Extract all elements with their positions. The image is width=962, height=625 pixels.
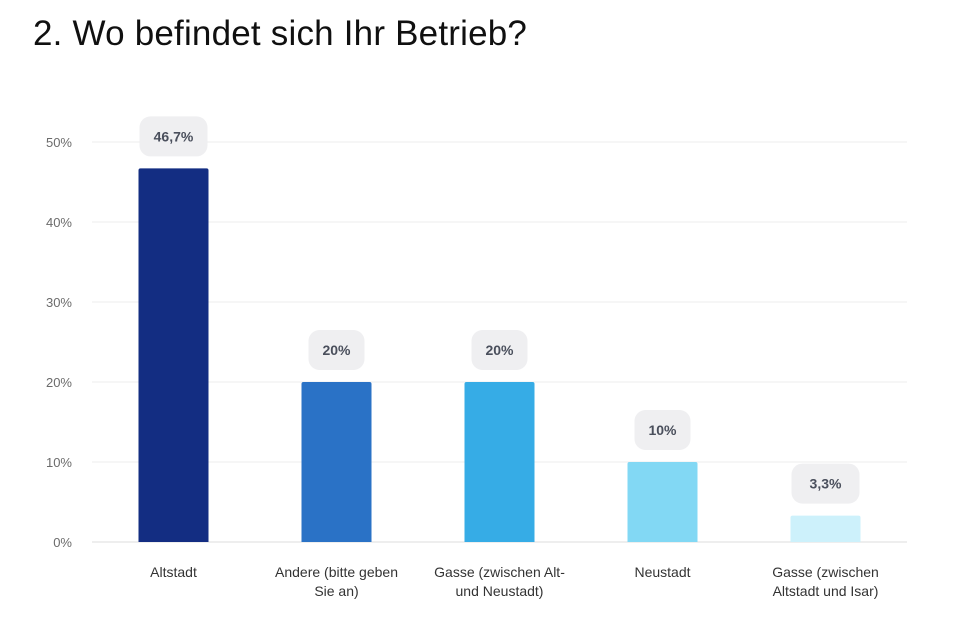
x-tick-label: Neustadt — [634, 564, 690, 580]
data-label: 3,3% — [810, 476, 842, 492]
data-labels: 46,7% 20% 20% 10% 3,3% — [139, 116, 860, 504]
x-axis: Altstadt Andere (bitte geben Sie an) Gasse … — [150, 564, 879, 599]
x-tick-label: und Neustadt) — [456, 583, 544, 599]
y-axis: 0% 10% 20% 30% 40% 50% — [46, 135, 72, 550]
bar — [627, 462, 698, 542]
data-label-background — [139, 116, 208, 157]
bar — [790, 515, 861, 542]
data-label: 10% — [648, 422, 677, 438]
data-label-background — [308, 330, 365, 370]
x-tick-label: Andere (bitte geben — [275, 564, 398, 580]
bar — [138, 168, 209, 542]
bar — [301, 382, 372, 542]
y-tick-label: 10% — [46, 455, 72, 470]
y-tick-label: 40% — [46, 215, 72, 230]
y-tick-label: 0% — [53, 535, 72, 550]
x-tick-label: Altstadt — [150, 564, 197, 580]
data-label: 46,7% — [154, 128, 194, 144]
data-label-background — [471, 330, 528, 370]
bars — [138, 168, 861, 542]
x-tick-label: Gasse (zwischen — [772, 564, 879, 580]
x-tick-label: Sie an) — [314, 583, 358, 599]
x-tick-label: Gasse (zwischen Alt- — [434, 564, 565, 580]
data-label: 20% — [322, 342, 351, 358]
bar — [464, 382, 535, 542]
page-title: 2. Wo befindet sich Ihr Betrieb? — [33, 14, 528, 53]
y-tick-label: 30% — [46, 295, 72, 310]
y-tick-label: 20% — [46, 375, 72, 390]
x-tick-label: Altstadt und Isar) — [773, 583, 879, 599]
data-label: 20% — [485, 342, 514, 358]
data-label-background — [791, 463, 860, 504]
data-label-background — [634, 410, 691, 450]
y-tick-label: 50% — [46, 135, 72, 150]
